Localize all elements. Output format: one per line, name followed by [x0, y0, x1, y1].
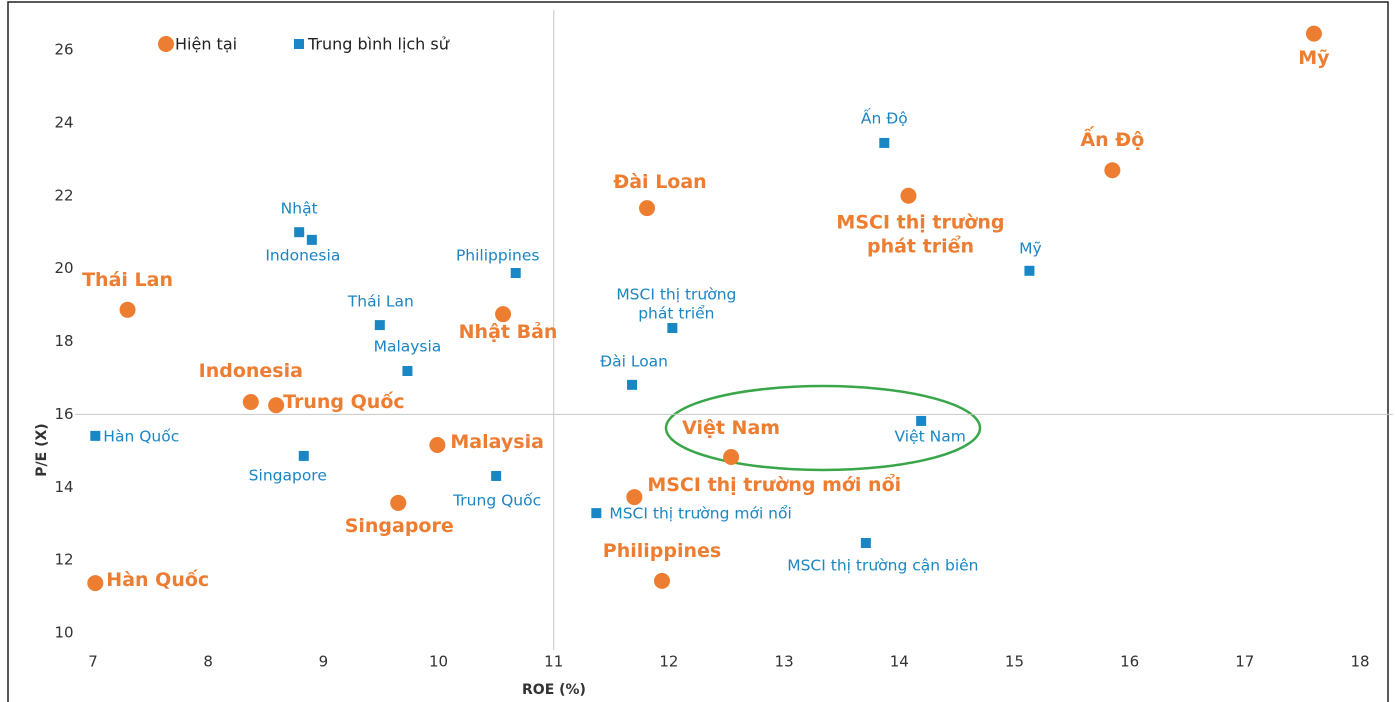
point-label: Mỹ — [1019, 239, 1042, 258]
point — [916, 415, 927, 426]
x-tick-label: 17 — [1235, 653, 1254, 671]
frame — [7, 1, 1389, 702]
point-label: Singapore — [344, 515, 454, 538]
point-label: MSCI thị trường phát triển — [616, 285, 737, 324]
x-tick-label: 9 — [319, 653, 329, 671]
point — [390, 494, 407, 511]
y-tick-label: 18 — [54, 332, 73, 350]
point — [1024, 265, 1035, 276]
point — [667, 323, 678, 334]
y-tick-label: 12 — [54, 551, 73, 569]
x-tick-label: 13 — [775, 653, 794, 671]
point — [626, 489, 643, 506]
x-tick-label: 16 — [1120, 653, 1139, 671]
point — [374, 320, 385, 331]
point-label: Philippines — [455, 246, 540, 265]
point — [119, 301, 136, 318]
y-tick-label: 16 — [54, 405, 73, 423]
point-label: Trung Quốc — [283, 391, 405, 414]
point — [653, 572, 670, 589]
point-label: Singapore — [248, 466, 327, 485]
point-label: Hàn Quốc — [106, 569, 210, 592]
x-axis-label: ROE (%) — [522, 682, 586, 698]
highlight-ellipse — [664, 384, 982, 472]
point-label: Indonesia — [198, 360, 303, 383]
y-tick-label: 20 — [54, 259, 73, 277]
point — [306, 234, 317, 245]
point — [268, 397, 285, 414]
x-tick-label: 15 — [1005, 653, 1024, 671]
point — [298, 450, 309, 461]
x-tick-label: 7 — [88, 653, 98, 671]
point-label: Philippines — [602, 540, 722, 563]
y-tick-label: 14 — [54, 478, 73, 496]
point — [495, 306, 512, 323]
point-label: Mỹ — [1298, 46, 1330, 69]
point — [491, 470, 502, 481]
point — [294, 227, 305, 238]
point-label: Ấn Độ — [860, 109, 908, 128]
point — [591, 508, 602, 519]
point — [1104, 162, 1121, 179]
point-label: Việt Nam — [894, 427, 966, 446]
y-axis-label: P/E (X) — [34, 423, 50, 476]
point — [87, 575, 104, 592]
x-tick-label: 18 — [1350, 653, 1369, 671]
point-label: Malaysia — [450, 431, 544, 454]
point-label: Thái Lan — [82, 268, 173, 291]
point-label: Đài Loan — [600, 352, 669, 371]
y-tick-label: 26 — [54, 41, 73, 59]
point — [627, 379, 638, 390]
y-tick-label: 10 — [54, 624, 73, 642]
point — [860, 537, 871, 548]
point-label: Đài Loan — [613, 171, 707, 194]
point-label: Nhật Bản — [458, 321, 558, 344]
point — [900, 187, 917, 204]
point-label: Việt Nam — [682, 417, 781, 440]
x-tick-label: 12 — [659, 653, 678, 671]
x-tick-label: 14 — [890, 653, 909, 671]
point-label: MSCI thị trường phát triển — [836, 211, 1005, 257]
legend-label: Trung bình lịch sử — [307, 35, 450, 54]
point-label: Hàn Quốc — [103, 427, 180, 446]
point-label: Ấn Độ — [1080, 129, 1145, 152]
point — [429, 436, 446, 453]
legend-marker — [294, 39, 304, 49]
point — [242, 393, 259, 410]
point — [879, 137, 890, 148]
x-tick-label: 8 — [203, 653, 213, 671]
point — [639, 200, 656, 217]
point-label: MSCI thị trường mới nổi — [609, 504, 792, 523]
y-tick-label: 22 — [54, 186, 73, 204]
point-label: Trung Quốc — [453, 491, 542, 510]
point — [402, 366, 413, 377]
point-label: MSCI thị trường cận biên — [787, 556, 979, 575]
point — [510, 267, 521, 278]
x-tick-label: 10 — [429, 653, 448, 671]
point — [723, 449, 740, 466]
y-tick-label: 24 — [54, 113, 73, 131]
point — [1305, 25, 1322, 42]
point-label: Malaysia — [373, 337, 442, 356]
point-label: MSCI thị trường mới nổi — [647, 474, 902, 497]
legend-marker — [158, 36, 174, 52]
x-tick-label: 11 — [544, 653, 563, 671]
point-label: Nhật — [280, 199, 318, 218]
point-label: Indonesia — [265, 246, 341, 265]
point — [90, 430, 101, 441]
point-label: Thái Lan — [347, 292, 414, 311]
legend-label: Hiện tại — [175, 35, 237, 54]
